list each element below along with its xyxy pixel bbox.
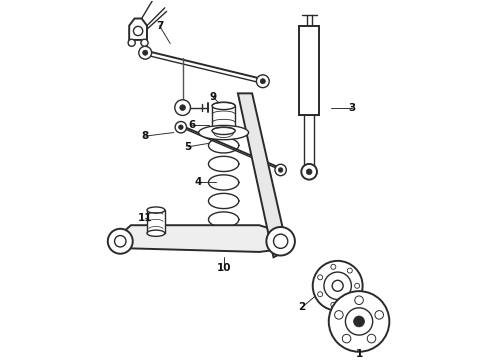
Circle shape (139, 46, 151, 59)
Text: 10: 10 (217, 263, 231, 273)
Ellipse shape (212, 102, 235, 109)
Polygon shape (238, 93, 288, 257)
Circle shape (335, 311, 343, 319)
Circle shape (143, 50, 148, 55)
Circle shape (108, 229, 133, 254)
Circle shape (260, 79, 266, 84)
Circle shape (329, 291, 390, 352)
Circle shape (355, 296, 363, 305)
Circle shape (345, 308, 373, 335)
Circle shape (178, 125, 183, 130)
Circle shape (133, 26, 143, 36)
Text: 11: 11 (138, 213, 152, 223)
Text: 7: 7 (156, 21, 163, 31)
Circle shape (180, 105, 186, 111)
Circle shape (347, 298, 352, 303)
Text: 9: 9 (209, 92, 217, 102)
Circle shape (354, 316, 365, 327)
Ellipse shape (147, 207, 165, 213)
Circle shape (331, 264, 336, 269)
Circle shape (141, 39, 148, 46)
Circle shape (343, 334, 351, 343)
Circle shape (273, 234, 288, 248)
Circle shape (175, 122, 187, 133)
Text: 1: 1 (355, 348, 363, 359)
Text: 4: 4 (195, 177, 202, 188)
Ellipse shape (198, 125, 248, 140)
Text: 8: 8 (142, 131, 149, 141)
Circle shape (267, 227, 295, 256)
Circle shape (175, 100, 191, 116)
Circle shape (128, 39, 135, 46)
Polygon shape (117, 225, 288, 252)
Text: 2: 2 (298, 302, 306, 312)
Circle shape (367, 334, 376, 343)
Circle shape (355, 283, 360, 288)
Text: 3: 3 (348, 103, 356, 113)
Circle shape (306, 169, 312, 175)
Circle shape (332, 280, 343, 291)
Circle shape (275, 164, 286, 176)
Ellipse shape (147, 230, 165, 237)
Circle shape (318, 292, 322, 297)
Circle shape (318, 275, 322, 280)
Circle shape (331, 302, 336, 307)
Circle shape (278, 168, 283, 172)
Circle shape (313, 261, 363, 311)
Circle shape (115, 235, 126, 247)
Ellipse shape (212, 127, 235, 135)
Circle shape (301, 164, 317, 180)
Ellipse shape (214, 127, 234, 138)
Bar (147, 210, 165, 233)
Text: 6: 6 (188, 121, 195, 130)
Circle shape (375, 311, 384, 319)
Polygon shape (129, 18, 147, 45)
Circle shape (256, 75, 269, 87)
Bar (299, 26, 319, 115)
Circle shape (347, 268, 352, 273)
Circle shape (324, 272, 351, 300)
Text: 5: 5 (184, 142, 192, 152)
